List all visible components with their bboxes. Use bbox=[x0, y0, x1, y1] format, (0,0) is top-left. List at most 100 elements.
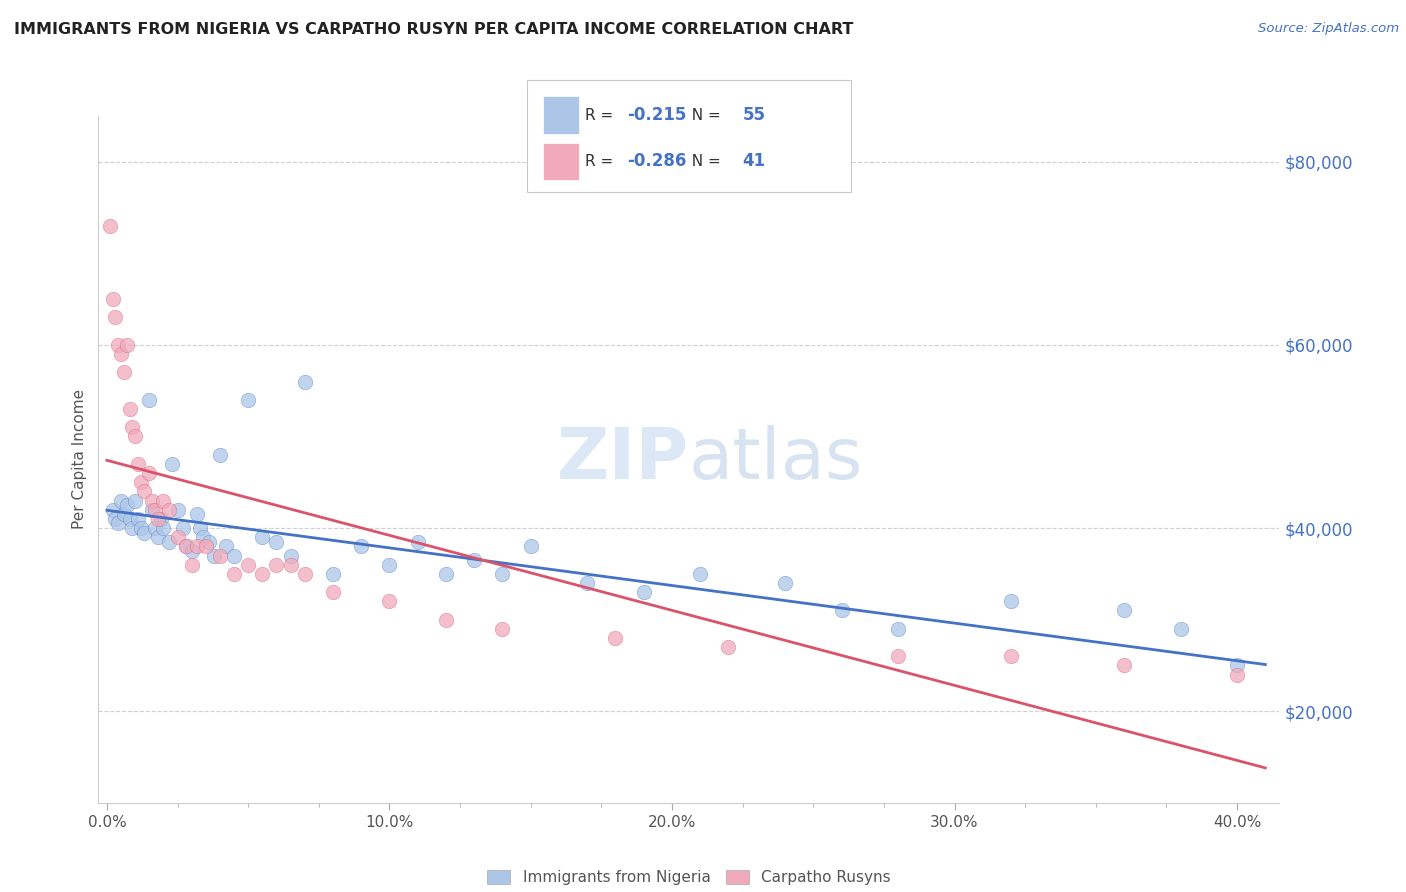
Point bbox=[141, 493, 163, 508]
Point bbox=[152, 521, 174, 535]
Point bbox=[121, 420, 143, 434]
Point bbox=[322, 585, 344, 599]
Text: -0.215: -0.215 bbox=[627, 106, 686, 124]
Point bbox=[238, 392, 260, 407]
Point bbox=[222, 549, 245, 563]
Point bbox=[174, 540, 197, 554]
Point bbox=[197, 534, 219, 549]
Point bbox=[280, 558, 302, 572]
Point bbox=[112, 508, 135, 522]
Point bbox=[887, 622, 910, 636]
Point bbox=[166, 530, 188, 544]
Point bbox=[149, 512, 172, 526]
Point bbox=[104, 310, 127, 325]
Point bbox=[1000, 649, 1022, 664]
Point bbox=[166, 502, 188, 516]
Point bbox=[121, 521, 143, 535]
Point bbox=[141, 502, 163, 516]
Point bbox=[146, 530, 169, 544]
Point bbox=[252, 566, 274, 581]
Point bbox=[434, 566, 457, 581]
Point bbox=[124, 493, 146, 508]
Text: IMMIGRANTS FROM NIGERIA VS CARPATHO RUSYN PER CAPITA INCOME CORRELATION CHART: IMMIGRANTS FROM NIGERIA VS CARPATHO RUSY… bbox=[14, 22, 853, 37]
Y-axis label: Per Capita Income: Per Capita Income bbox=[72, 389, 87, 530]
Point bbox=[138, 392, 160, 407]
Text: N =: N = bbox=[682, 154, 725, 169]
Point bbox=[238, 558, 260, 572]
Point bbox=[689, 566, 711, 581]
Point bbox=[157, 534, 180, 549]
Point bbox=[110, 347, 132, 361]
Point bbox=[350, 540, 373, 554]
Point bbox=[717, 640, 740, 654]
Point bbox=[188, 521, 211, 535]
Point bbox=[129, 521, 152, 535]
Point bbox=[633, 585, 655, 599]
Point bbox=[160, 457, 183, 471]
Point bbox=[110, 493, 132, 508]
Point bbox=[107, 338, 129, 352]
Text: R =: R = bbox=[585, 154, 619, 169]
Point bbox=[831, 603, 853, 617]
Point bbox=[605, 631, 627, 645]
Point bbox=[186, 540, 208, 554]
Point bbox=[186, 508, 208, 522]
Point bbox=[322, 566, 344, 581]
Point bbox=[98, 219, 121, 233]
Point bbox=[118, 402, 141, 417]
Point bbox=[266, 558, 288, 572]
Point bbox=[112, 365, 135, 379]
Point bbox=[107, 516, 129, 531]
Point bbox=[378, 594, 401, 608]
Text: atlas: atlas bbox=[689, 425, 863, 494]
Point bbox=[266, 534, 288, 549]
Point bbox=[294, 566, 316, 581]
Point bbox=[115, 498, 138, 512]
Point bbox=[194, 540, 217, 554]
Point bbox=[1226, 658, 1249, 673]
Point bbox=[252, 530, 274, 544]
Point bbox=[191, 530, 214, 544]
Text: ZIP: ZIP bbox=[557, 425, 689, 494]
Point bbox=[576, 576, 599, 591]
Point bbox=[152, 493, 174, 508]
Point bbox=[180, 544, 202, 558]
Point bbox=[1112, 603, 1135, 617]
Point bbox=[214, 540, 236, 554]
Point bbox=[127, 512, 149, 526]
Point bbox=[208, 549, 231, 563]
Point bbox=[519, 814, 541, 829]
Text: Source: ZipAtlas.com: Source: ZipAtlas.com bbox=[1258, 22, 1399, 36]
Point bbox=[146, 512, 169, 526]
Point bbox=[127, 457, 149, 471]
Point bbox=[280, 549, 302, 563]
Point bbox=[773, 576, 796, 591]
Point bbox=[434, 613, 457, 627]
Point bbox=[202, 549, 225, 563]
Point bbox=[138, 466, 160, 480]
Point bbox=[101, 292, 124, 306]
Text: 41: 41 bbox=[742, 153, 765, 170]
Point bbox=[887, 649, 910, 664]
Point bbox=[519, 540, 541, 554]
Point bbox=[143, 521, 166, 535]
Text: R =: R = bbox=[585, 108, 619, 122]
Point bbox=[174, 540, 197, 554]
Point bbox=[118, 512, 141, 526]
Point bbox=[101, 502, 124, 516]
Point bbox=[172, 521, 194, 535]
Point bbox=[157, 502, 180, 516]
Point bbox=[1226, 667, 1249, 681]
Point bbox=[180, 558, 202, 572]
Point bbox=[132, 484, 155, 499]
Point bbox=[1112, 658, 1135, 673]
Point bbox=[129, 475, 152, 490]
Point bbox=[115, 338, 138, 352]
Point bbox=[208, 448, 231, 462]
Point bbox=[104, 512, 127, 526]
Point bbox=[1170, 622, 1192, 636]
Point bbox=[132, 525, 155, 540]
Legend: Immigrants from Nigeria, Carpatho Rusyns: Immigrants from Nigeria, Carpatho Rusyns bbox=[481, 863, 897, 891]
Text: 55: 55 bbox=[742, 106, 765, 124]
Point bbox=[491, 622, 513, 636]
